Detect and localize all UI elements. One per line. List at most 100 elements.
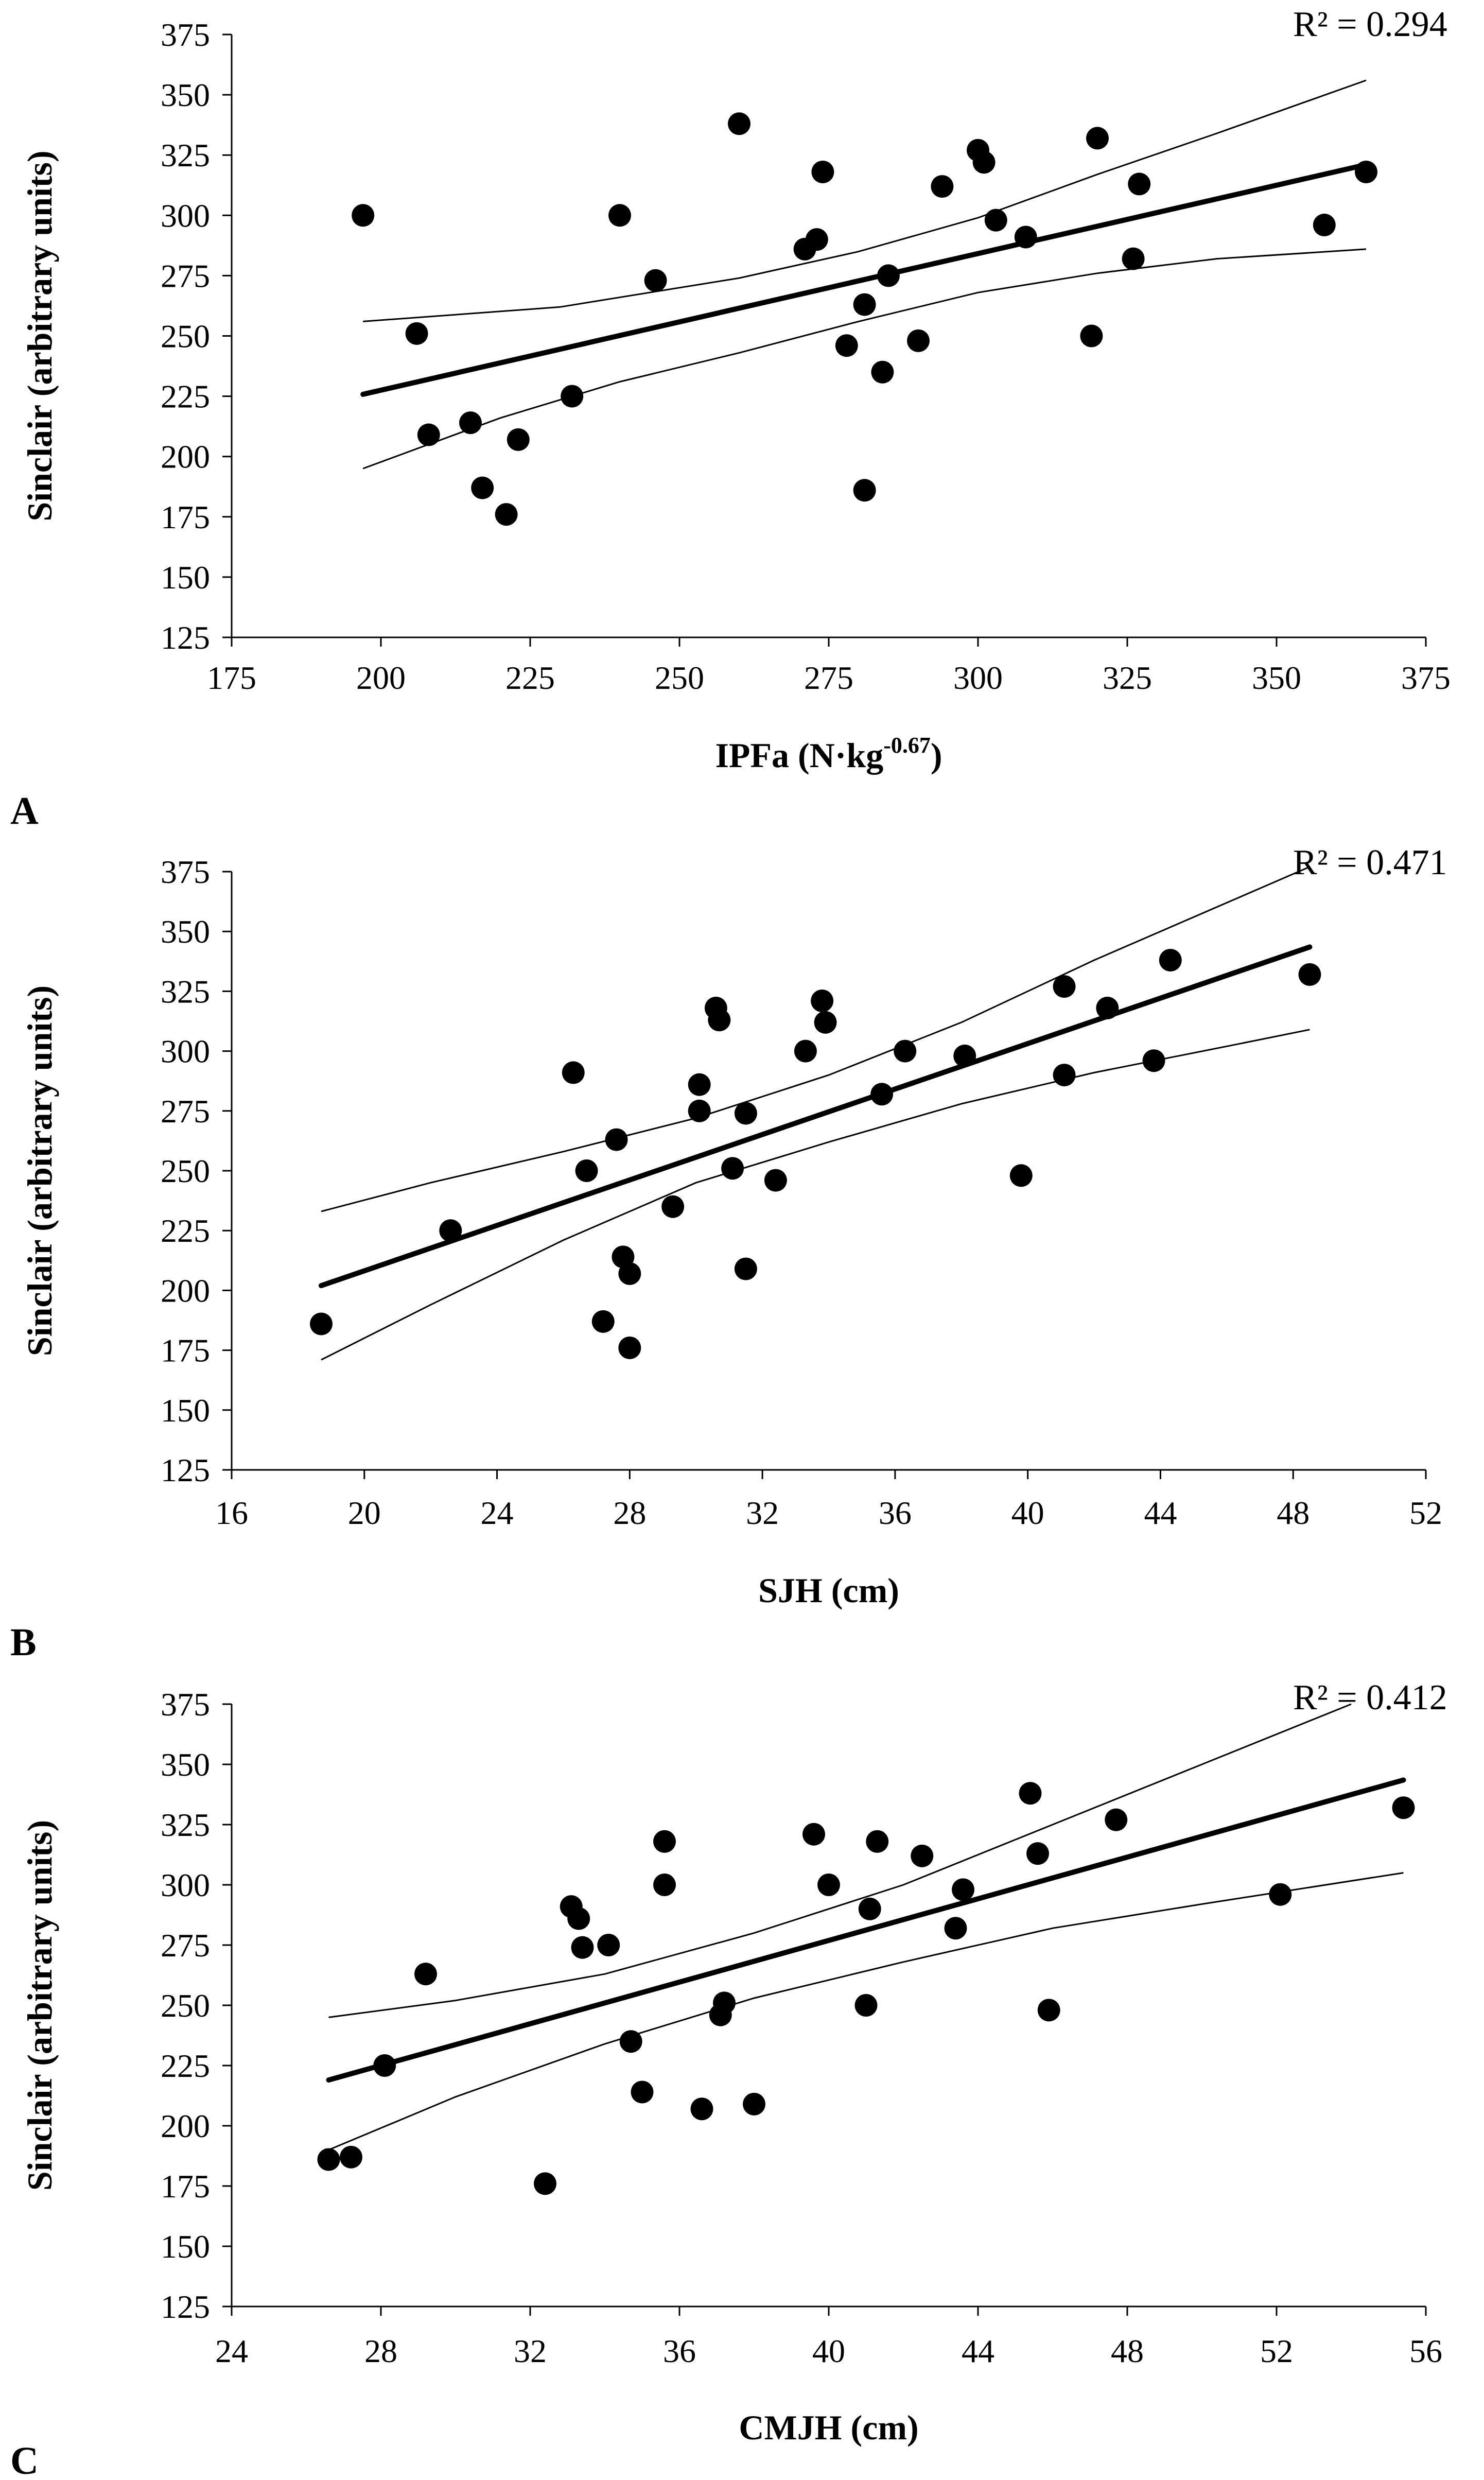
data-point [597,1934,620,1956]
x-tick-label: 36 [663,2333,696,2369]
scatter-panel-a: 125 150 175 200 225 250 275 300 325 350 375 175 200 2… [10,5,1451,833]
x-tick-label: 225 [505,660,555,696]
y-tick-label: 375 [161,1686,210,1723]
panel-letter: C [10,2439,39,2480]
y-tick-label: 300 [161,197,210,234]
data-point [471,476,494,499]
x-tick-label: 36 [879,1495,912,1531]
y-tick-label: 225 [161,2048,210,2084]
data-point [708,1009,731,1032]
data-point [794,1039,817,1063]
y-tick-label: 150 [161,559,210,596]
data-point [1014,226,1037,249]
data-point [1142,1049,1165,1072]
x-tick-label: 40 [812,2333,845,2369]
y-tick-label: 250 [161,1987,210,2024]
data-point [1128,172,1151,196]
data-point [373,2054,396,2077]
data-point [911,1844,934,1867]
r-squared-label: R² = 0.294 [1293,5,1447,44]
data-point [1269,1883,1292,1906]
x-tick-label: 350 [1252,660,1301,696]
y-tick-label: 250 [161,1153,210,1189]
x-tick-label: 24 [215,2333,248,2369]
data-point [877,264,900,287]
data-point [1037,1999,1060,2022]
data-point [1159,948,1182,972]
data-point [1019,1782,1042,1805]
data-point [1392,1796,1415,1819]
y-tick-label: 175 [161,1332,210,1369]
data-point [618,1336,641,1359]
panel-letter: A [10,789,39,833]
data-point [567,1907,590,1930]
ci-upper-curve [321,866,1310,1212]
data-point [352,204,375,227]
y-axis-title: Sinclair (arbitrary units) [20,985,59,1356]
x-tick-label: 32 [746,1495,779,1531]
y-tick-label: 275 [161,1093,210,1130]
x-axis-title-text: SJH (cm) [758,1571,899,1610]
data-point [721,1157,744,1180]
x-tick-label: 375 [1401,660,1451,696]
data-point [734,1102,757,1125]
y-tick-label: 375 [161,16,210,53]
data-point [688,1073,711,1096]
ci-lower-curve [328,1872,1404,2151]
y-tick-label: 125 [161,619,210,656]
data-point [802,1823,825,1846]
regression-line [360,162,1369,397]
y-tick-label: 225 [161,378,210,415]
data-point [688,1099,711,1122]
data-point [575,1159,598,1182]
data-point [1122,247,1145,270]
x-tick-label: 20 [348,1495,381,1531]
y-tick-label: 350 [161,913,210,950]
y-tick-label: 325 [161,1807,210,1843]
x-tick-label: 16 [215,1495,248,1531]
x-tick-label: 325 [1103,660,1152,696]
y-tick-label: 200 [161,2108,210,2144]
y-tick-label: 125 [161,2288,210,2325]
data-point [944,1917,967,1940]
data-point [507,428,530,451]
data-point [764,1169,787,1192]
data-point [608,204,631,227]
ci-lower-curve [321,1029,1310,1361]
y-tick-label: 350 [161,77,210,113]
y-tick-label: 150 [161,1392,210,1429]
data-point [853,293,876,316]
data-point [414,1963,437,1986]
y-tick-label: 175 [161,499,210,535]
y-tick-label: 175 [161,2168,210,2205]
y-tick-label: 225 [161,1212,210,1249]
x-tick-label: 48 [1277,1495,1310,1531]
data-point [871,360,894,384]
x-tick-label: 28 [613,1495,646,1531]
y-tick-label: 325 [161,137,210,174]
y-tick-label: 125 [161,1452,210,1488]
data-point [591,1310,615,1333]
x-axis-title-text: IPFa (N·kg [715,736,883,775]
data-point [1080,324,1103,348]
data-point [931,175,954,198]
regression-line [326,1777,1406,2083]
data-point [619,2030,642,2053]
y-axis-title: Sinclair (arbitrary units) [20,1820,59,2191]
x-axis-title: CMJH (cm) [739,2408,918,2447]
y-tick-label: 200 [161,1272,210,1309]
data-point [439,1219,462,1242]
data-point [534,2172,556,2195]
x-tick-label: 32 [514,2333,547,2369]
data-point [1105,1808,1128,1831]
x-tick-label: 44 [962,2333,994,2369]
data-point [1313,214,1336,237]
x-axis-title-superscript: -0.67 [883,733,931,758]
data-point [817,1874,840,1896]
data-point [653,1830,676,1853]
ci-upper-curve [363,79,1367,322]
x-tick-label: 175 [207,660,256,696]
x-axis-title-close: ) [931,736,942,775]
y-tick-label: 375 [161,854,210,890]
x-axis-title: SJH (cm) [758,1571,899,1610]
